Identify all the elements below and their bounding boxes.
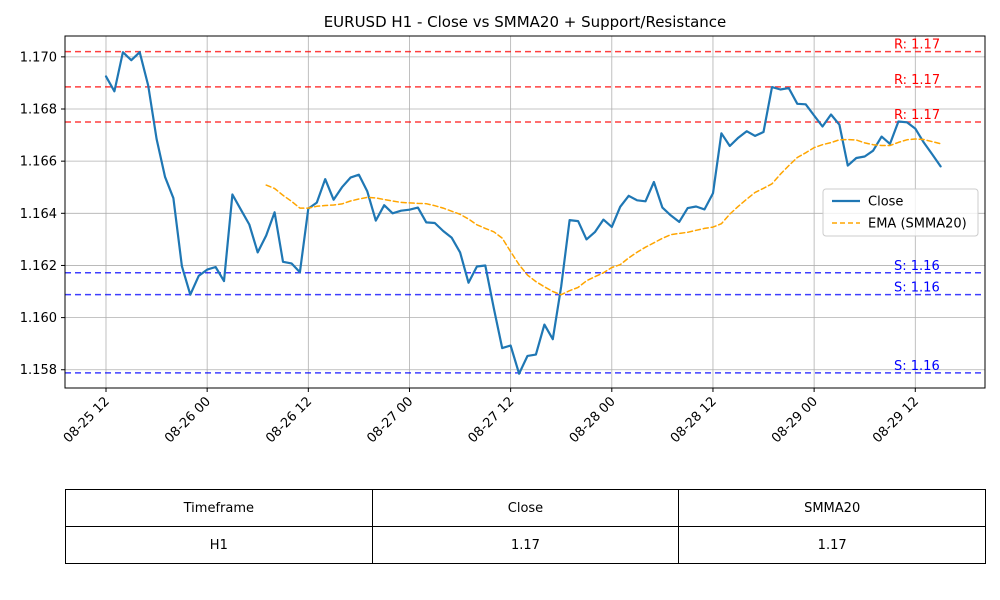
chart-title: EURUSD H1 - Close vs SMMA20 + Support/Re… bbox=[324, 13, 727, 31]
x-tick-label: 08-29 00 bbox=[769, 394, 821, 446]
smma-series-line bbox=[265, 138, 942, 296]
y-axis: 1.158 1.160 1.162 1.164 1.166 1.168 1.170 bbox=[20, 50, 65, 378]
table-cell: H1 bbox=[65, 526, 373, 564]
table-cell: 1.17 bbox=[678, 526, 986, 564]
x-tick-label: 08-29 12 bbox=[870, 394, 922, 446]
series-lines bbox=[104, 51, 942, 375]
legend-box bbox=[822, 188, 979, 237]
table-header-row: Timeframe Close SMMA20 bbox=[65, 489, 986, 527]
y-tick-label: 1.162 bbox=[20, 259, 57, 274]
legend-label: Close bbox=[868, 195, 903, 210]
table-cell: 1.17 bbox=[371, 526, 680, 564]
resistance-label: R: 1.17 bbox=[894, 73, 940, 88]
y-tick-label: 1.164 bbox=[20, 207, 57, 222]
y-tick-label: 1.168 bbox=[20, 103, 57, 118]
chart: EURUSD H1 - Close vs SMMA20 + Support/Re… bbox=[20, 13, 986, 446]
x-tick-label: 08-26 00 bbox=[162, 394, 214, 446]
plot-frame bbox=[64, 35, 986, 389]
resistance-label: R: 1.17 bbox=[894, 38, 940, 53]
table-row: H1 1.17 1.17 bbox=[65, 526, 986, 564]
table-header-cell: SMMA20 bbox=[678, 489, 986, 527]
table-header-cell: Timeframe bbox=[65, 489, 373, 527]
support-label: S: 1.16 bbox=[894, 359, 940, 374]
legend-label: EMA (SMMA20) bbox=[868, 217, 967, 232]
close-series-line bbox=[104, 51, 942, 375]
resistance-label: R: 1.17 bbox=[894, 108, 940, 123]
support-label: S: 1.16 bbox=[894, 281, 940, 296]
y-tick-label: 1.160 bbox=[20, 311, 57, 326]
grid bbox=[65, 36, 985, 388]
x-tick-label: 08-27 12 bbox=[466, 394, 518, 446]
x-tick-label: 08-28 00 bbox=[567, 394, 619, 446]
support-label: S: 1.16 bbox=[894, 259, 940, 274]
y-tick-label: 1.170 bbox=[20, 50, 57, 65]
x-axis: 08-25 12 08-26 00 08-26 12 08-27 00 08-27 12… bbox=[61, 388, 922, 446]
x-tick-label: 08-25 12 bbox=[61, 394, 113, 446]
y-tick-label: 1.166 bbox=[20, 155, 57, 170]
x-tick-label: 08-28 12 bbox=[668, 394, 720, 446]
x-tick-label: 08-27 00 bbox=[364, 394, 416, 446]
summary-table: Timeframe Close SMMA20 H1 1.17 1.17 bbox=[65, 489, 986, 564]
legend: Close EMA (SMMA20) bbox=[822, 188, 979, 237]
x-tick-label: 08-26 12 bbox=[263, 394, 315, 446]
table-header-cell: Close bbox=[371, 489, 680, 527]
y-tick-label: 1.158 bbox=[20, 363, 57, 378]
